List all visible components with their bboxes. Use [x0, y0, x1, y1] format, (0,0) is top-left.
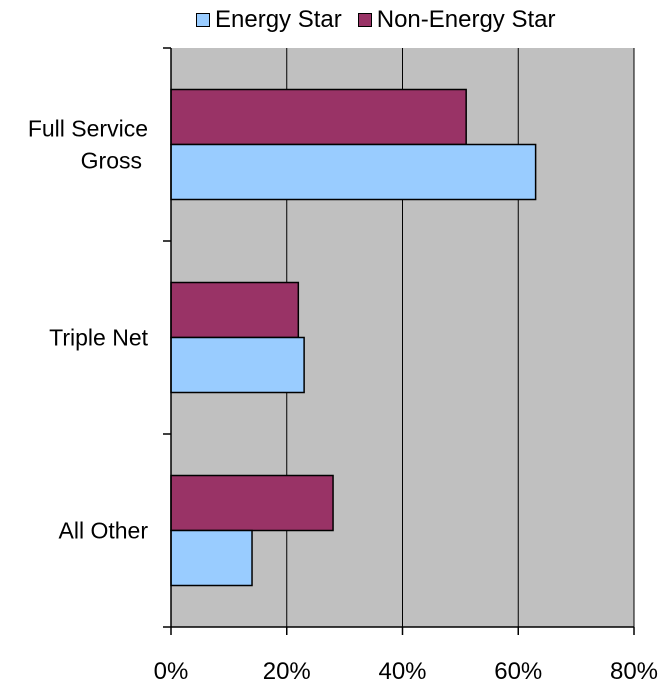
x-tick-label-80: 80%: [610, 658, 658, 685]
legend-item-energy-star: Energy Star: [196, 6, 342, 34]
bar-non-energy-star-triple-net: [170, 281, 300, 339]
category-label-triple-net: Triple Net: [49, 325, 148, 351]
legend-label-energy-star: Energy Star: [215, 6, 342, 33]
legend: Energy Star Non-Energy Star: [196, 6, 571, 34]
x-tick-label-20: 20%: [263, 658, 311, 685]
legend-swatch-non-energy-star: [357, 13, 372, 27]
x-tick-label-40: 40%: [378, 658, 426, 685]
x-tick-label-0: 0%: [154, 658, 189, 685]
legend-swatch-energy-star: [196, 13, 210, 27]
legend-label-non-energy-star: Non-Energy Star: [376, 6, 556, 33]
bar-energy-star-full-service-gross: [170, 143, 537, 201]
legend-item-non-energy-star: Non-Energy Star: [357, 6, 556, 34]
bar-energy-star-all-other: [170, 529, 253, 587]
category-label-all-other: All Other: [59, 518, 149, 544]
bar-non-energy-star-full-service-gross: [170, 88, 467, 146]
category-label-full-service-gross: Full Service Gross: [28, 116, 148, 174]
bar-non-energy-star-all-other: [170, 474, 334, 532]
x-tick-label-60: 60%: [494, 658, 542, 685]
bar-energy-star-triple-net: [170, 336, 305, 394]
